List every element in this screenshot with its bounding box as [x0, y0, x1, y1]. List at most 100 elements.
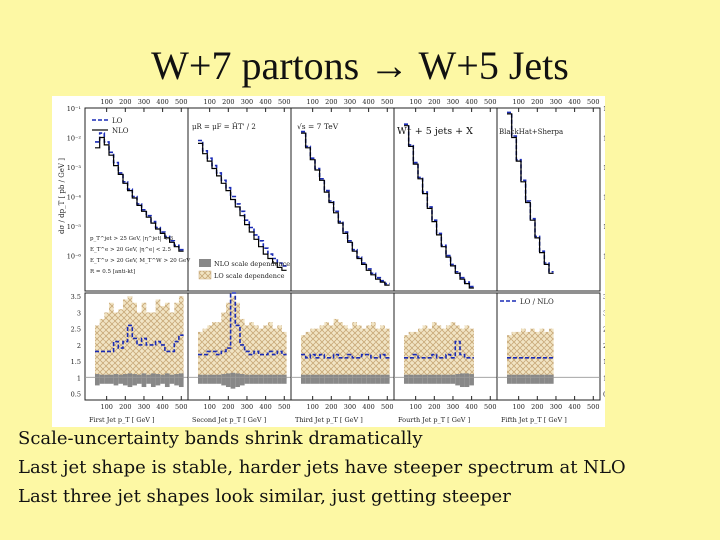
- x-tick-label-top: 100: [203, 98, 215, 106]
- nlo-band-bin: [441, 374, 446, 384]
- lo-band-bin: [436, 325, 442, 379]
- x-tick-label-top: 500: [175, 98, 187, 106]
- x-tick-label-bottom: 500: [381, 403, 393, 411]
- cuts-text-line: E_T^ν > 20 GeV, M_T^W > 20 GeV: [90, 257, 191, 264]
- x-tick-label-top: 400: [362, 98, 374, 106]
- energy-label: √s = 7 TeV: [297, 122, 339, 131]
- lo-band-bin: [132, 302, 137, 379]
- lo-band-bin: [431, 322, 437, 379]
- nlo-band-bin: [108, 374, 114, 384]
- lo-band-bin: [216, 322, 222, 379]
- lo-band-bin: [356, 325, 362, 379]
- lo-band-bin: [333, 318, 339, 379]
- lo-band-bin: [427, 328, 432, 379]
- nlo-band-bin: [113, 374, 119, 386]
- nlo-band-bin: [305, 374, 311, 384]
- nlo-band-bin: [225, 373, 231, 388]
- nlo-band-bin: [516, 374, 521, 384]
- nlo-band-bin: [324, 374, 329, 384]
- cuts-text-line: p_T^jet > 25 GeV, |η^jet| < 3: [90, 235, 174, 242]
- nlo-band-bin: [235, 373, 240, 388]
- nlo-band-bin: [216, 374, 222, 384]
- lo-band-bin: [122, 299, 128, 379]
- nlo-band-bin: [333, 374, 339, 384]
- lo-band-bin: [99, 318, 105, 379]
- nlo-band-bin: [118, 374, 123, 384]
- x-axis-label: Second Jet p_T [ GeV ]: [192, 416, 266, 424]
- x-tick-label-top: 400: [156, 98, 168, 106]
- nlo-band-bin: [122, 374, 128, 386]
- ratio-tick-label-left: 1.5: [71, 358, 81, 366]
- lo-band-bin: [249, 322, 254, 379]
- lo-band-bin: [319, 325, 325, 379]
- lo-series-line: [507, 111, 554, 273]
- lo-band-bin: [235, 302, 240, 379]
- nlo-band-bin: [211, 374, 217, 384]
- lo-band-bin: [375, 328, 381, 379]
- nlo-series-line: [95, 136, 184, 252]
- x-tick-label-top: 300: [138, 98, 150, 106]
- ratio-tick-label-right: 2: [603, 342, 605, 350]
- lo-band-bin: [342, 325, 348, 379]
- nlo-band-bin: [146, 374, 151, 384]
- ratio-tick-label-right: 0.5: [603, 391, 605, 399]
- ratio-tick-label-right: 3: [603, 309, 605, 317]
- y-tick-label-left: 10⁻²: [67, 135, 82, 143]
- lo-band-bin: [113, 312, 119, 379]
- legend-nlo-band-swatch: [199, 259, 211, 267]
- lo-band-bin: [310, 328, 315, 379]
- lo-band-bin: [225, 302, 231, 379]
- y-tick-label-left: 10⁻³: [67, 164, 82, 172]
- lo-band-bin: [516, 331, 521, 379]
- lo-band-bin: [422, 325, 428, 379]
- blackhat-label: BlackHat+Sherpa: [499, 128, 563, 136]
- x-tick-label-top: 500: [587, 98, 599, 106]
- ratio-tick-label-right: 2.5: [603, 326, 605, 334]
- nlo-band-bin: [511, 374, 517, 384]
- y-tick-label-left: 10⁻⁶: [67, 253, 82, 261]
- nlo-band-bin: [544, 374, 549, 384]
- nlo-band-bin: [99, 374, 105, 384]
- lo-band-bin: [539, 328, 545, 379]
- nlo-band-bin: [174, 374, 179, 386]
- lo-band-bin: [155, 299, 161, 379]
- x-axis-label: Third Jet p_T [ GeV ]: [295, 416, 363, 424]
- lo-series-line: [198, 139, 287, 267]
- x-tick-label-bottom: 300: [550, 403, 562, 411]
- nlo-band-bin: [169, 374, 175, 384]
- lo-nlo-ratio-line: [95, 324, 184, 353]
- nlo-band-bin: [366, 374, 371, 384]
- nlo-band-bin: [417, 374, 423, 384]
- bullet-last-jet-shape: Last jet shape is stable, harder jets ha…: [18, 457, 626, 478]
- lo-band-bin: [164, 302, 170, 379]
- nlo-band-bin: [469, 374, 474, 386]
- x-tick-label-top: 400: [259, 98, 271, 106]
- lo-band-bin: [211, 322, 217, 379]
- lo-band-bin: [530, 328, 535, 379]
- nlo-band-bin: [314, 374, 320, 384]
- lo-band-bin: [178, 296, 184, 379]
- x-tick-label-bottom: 200: [531, 403, 543, 411]
- legend-ratio-label: LO / NLO: [520, 298, 554, 306]
- nlo-band-bin: [310, 374, 315, 384]
- nlo-band-bin: [127, 373, 133, 388]
- lo-band-bin: [281, 331, 287, 379]
- x-tick-label-bottom: 200: [428, 403, 440, 411]
- nlo-band-bin: [239, 374, 245, 386]
- lo-band-bin: [263, 325, 268, 379]
- lo-series-line: [95, 132, 184, 251]
- nlo-band-bin: [352, 374, 357, 384]
- y-tick-label-left: 10⁻¹: [67, 105, 82, 113]
- lo-band-bin: [361, 328, 367, 379]
- x-tick-label-bottom: 100: [512, 403, 524, 411]
- nlo-band-bin: [141, 373, 147, 388]
- lo-band-bin: [239, 318, 245, 379]
- panel-2: 100 100 200 200 300 300 400 400 500 500 Second Jet…: [187, 98, 292, 424]
- ratio-tick-label-left: 2: [77, 342, 81, 350]
- nlo-band-bin: [520, 374, 526, 384]
- nlo-band-bin: [431, 374, 437, 384]
- lo-band-bin: [441, 328, 446, 379]
- panel-3: 100 100 200 200 300 300 400 400 500 500 Third Jet …: [290, 98, 395, 424]
- lo-series-line: [404, 123, 474, 288]
- x-tick-label-bottom: 400: [568, 403, 580, 411]
